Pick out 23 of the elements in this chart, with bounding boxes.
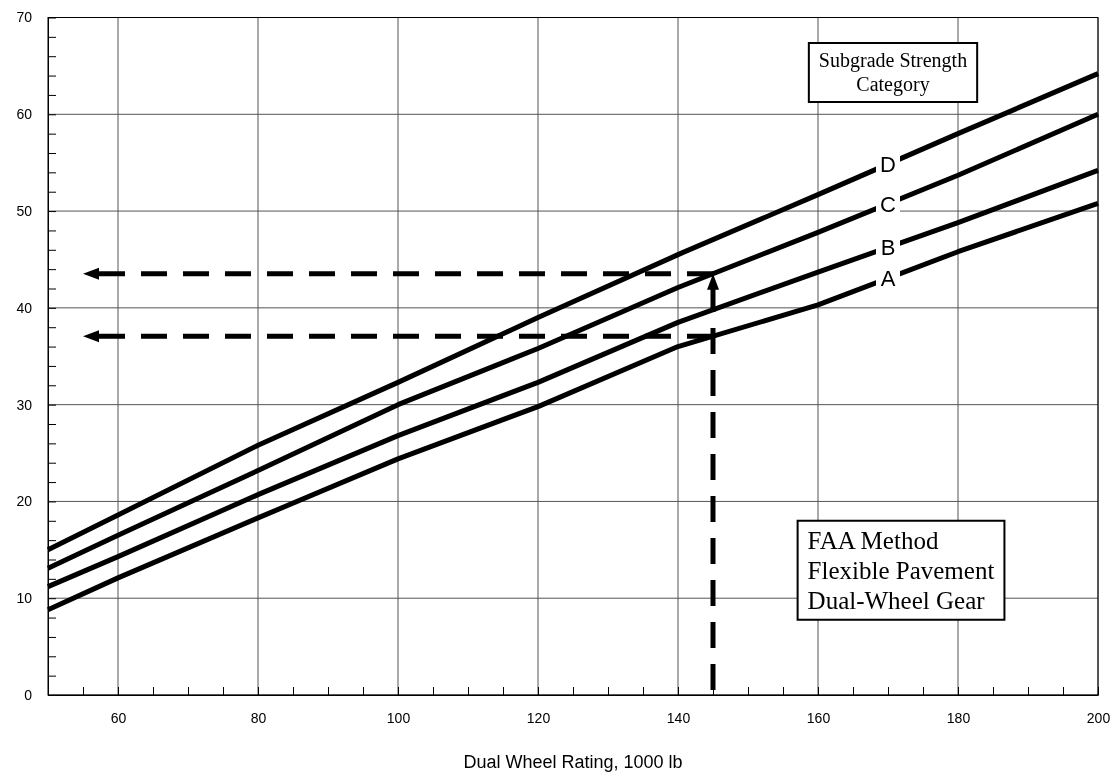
x-tick-label: 80 (250, 709, 267, 726)
x-tick-label: 140 (666, 709, 691, 726)
y-tick-label: 0 (24, 686, 33, 703)
series-label: D (880, 151, 896, 177)
x-tick-label: 180 (946, 709, 971, 726)
y-tick-label: 20 (16, 493, 33, 510)
series-label: A (880, 266, 896, 292)
series-label: B (880, 235, 896, 261)
y-tick-label: 30 (16, 396, 33, 413)
x-tick-label: 100 (386, 709, 411, 726)
y-tick-label: 70 (16, 9, 33, 26)
x-tick-label: 160 (806, 709, 831, 726)
x-tick-label: 200 (1086, 709, 1111, 726)
x-tick-label: 60 (110, 709, 127, 726)
y-tick-label: 10 (16, 590, 33, 607)
x-axis-title: Dual Wheel Rating, 1000 lb (463, 752, 683, 772)
x-tick-label: 120 (526, 709, 551, 726)
series-label: C (880, 191, 897, 217)
y-tick-label: 40 (16, 299, 33, 316)
y-tick-label: 50 (16, 203, 33, 220)
annotation: FAA Method Flexible Pavement Dual-Wheel Gear (807, 526, 995, 614)
annotation: Subgrade Strength Category (818, 49, 968, 96)
y-tick-label: 60 (16, 106, 33, 123)
